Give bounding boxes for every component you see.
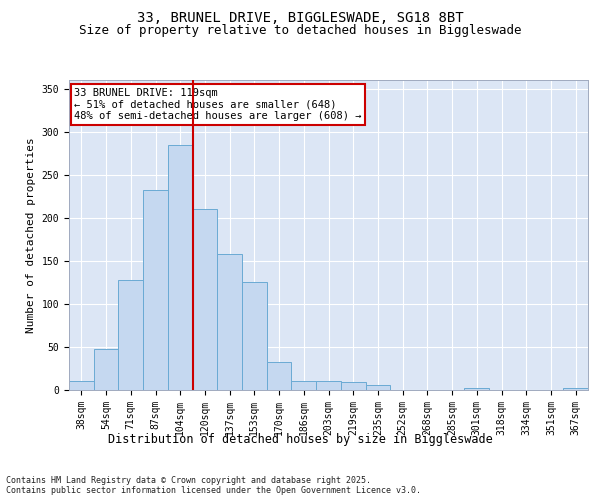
Bar — [69, 380, 94, 390]
Text: 33 BRUNEL DRIVE: 119sqm
← 51% of detached houses are smaller (648)
48% of semi-d: 33 BRUNEL DRIVE: 119sqm ← 51% of detache… — [74, 88, 362, 121]
Bar — [242, 282, 267, 390]
Bar — [143, 190, 168, 390]
Text: Distribution of detached houses by size in Biggleswade: Distribution of detached houses by size … — [107, 432, 493, 446]
Text: Size of property relative to detached houses in Biggleswade: Size of property relative to detached ho… — [79, 24, 521, 37]
Bar — [217, 254, 242, 390]
Text: Contains HM Land Registry data © Crown copyright and database right 2025.
Contai: Contains HM Land Registry data © Crown c… — [6, 476, 421, 495]
Bar — [118, 280, 143, 390]
Y-axis label: Number of detached properties: Number of detached properties — [26, 137, 36, 333]
Bar — [292, 380, 316, 390]
Bar — [193, 209, 217, 390]
Bar — [365, 385, 390, 390]
Bar — [94, 348, 118, 390]
Bar — [341, 382, 365, 390]
Bar — [316, 380, 341, 390]
Bar — [168, 144, 193, 390]
Text: 33, BRUNEL DRIVE, BIGGLESWADE, SG18 8BT: 33, BRUNEL DRIVE, BIGGLESWADE, SG18 8BT — [137, 11, 463, 25]
Bar — [267, 362, 292, 390]
Bar — [464, 388, 489, 390]
Bar — [563, 388, 588, 390]
